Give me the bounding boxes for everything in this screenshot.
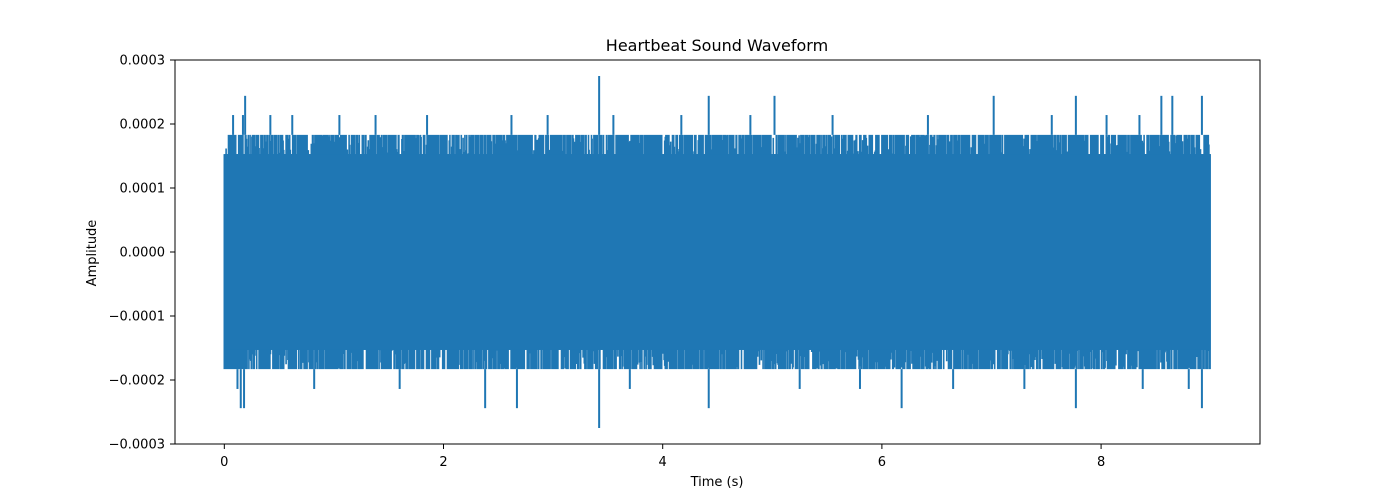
y-axis-ticks: −0.0003 −0.0002 −0.0001 0.0000 0.0001 0.0002 0… (109, 54, 175, 453)
y-axis-label: Amplitude (85, 220, 100, 287)
axes-frame (174, 59, 1261, 445)
x-tick-label: 2 (439, 455, 447, 470)
y-tick-label: −0.0003 (109, 438, 165, 453)
x-tick-label: 4 (659, 455, 667, 470)
x-tick-label: 8 (1097, 455, 1105, 470)
y-tick-label: 0.0002 (120, 118, 166, 133)
y-tick-label: 0.0003 (120, 54, 166, 69)
x-tick-label: 6 (878, 455, 886, 470)
y-tick-label: −0.0001 (109, 310, 165, 325)
waveform-core (224, 154, 1211, 350)
y-tick-label: 0.0000 (120, 246, 166, 261)
x-tick-label: 0 (220, 455, 228, 470)
x-axis-label: Time (s) (690, 475, 744, 490)
y-tick-label: −0.0002 (109, 374, 165, 389)
plot-area (223, 76, 1211, 428)
y-tick-label: 0.0001 (120, 182, 166, 197)
x-axis-ticks: 0 2 4 6 8 (220, 444, 1105, 470)
chart-title: Heartbeat Sound Waveform (606, 36, 828, 55)
